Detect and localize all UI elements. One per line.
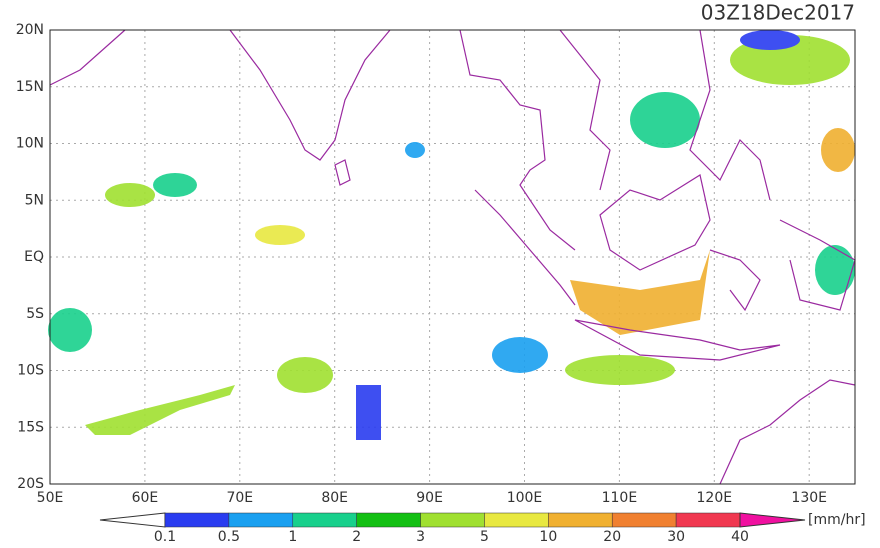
colorbar-label: 30 <box>667 529 685 544</box>
rain-area <box>277 357 333 393</box>
rain-area <box>630 92 700 148</box>
lat-label: 15N <box>16 79 44 95</box>
colorbar-box <box>548 512 613 528</box>
rain-area <box>105 183 155 207</box>
lon-label: 100E <box>507 490 543 506</box>
colorbar-label: 2 <box>352 529 361 544</box>
colorbar-box <box>164 512 230 528</box>
lat-label: 5N <box>25 192 44 208</box>
lat-label: 5S <box>26 306 44 322</box>
rain-area <box>492 337 548 373</box>
colorbar-box <box>356 512 421 528</box>
colorbar: 0.1 0.5 1 2 3 5 10 20 30 40 <box>99 512 806 545</box>
colorbar-label: 40 <box>731 529 749 544</box>
lat-label: 15S <box>17 419 44 435</box>
rain-area <box>356 385 381 440</box>
colorbar-label: 3 <box>416 529 425 544</box>
rain <box>48 30 855 440</box>
colorbar-box <box>420 512 485 528</box>
colorbar-label: 0.5 <box>218 529 240 544</box>
rain-area <box>85 385 235 435</box>
map-frame <box>49 29 856 485</box>
lon-label: 70E <box>226 490 253 506</box>
lat-label: 10S <box>17 363 44 379</box>
lon-label: 50E <box>37 490 64 506</box>
colorbar-label: 20 <box>603 529 621 544</box>
lat-label: EQ <box>24 249 44 265</box>
colorbar-label: 10 <box>539 529 557 544</box>
colorbar-box <box>228 512 294 528</box>
lon-label: 110E <box>602 490 638 506</box>
rain-area <box>48 308 92 352</box>
rain-area <box>405 142 425 158</box>
lat-label: 20S <box>17 476 44 492</box>
rain-area <box>570 250 710 335</box>
lat-label: 10N <box>16 136 44 152</box>
grid <box>50 30 855 484</box>
lat-label: 20N <box>16 22 44 38</box>
rain-area <box>153 173 197 197</box>
lon-label: 120E <box>697 490 733 506</box>
colorbar-box <box>675 512 741 528</box>
rain-area <box>821 128 855 172</box>
rain-area <box>740 30 800 50</box>
colorbar-label: 5 <box>480 529 489 544</box>
lon-label: 60E <box>132 490 159 506</box>
rain-area <box>565 355 675 385</box>
lon-label: 90E <box>416 490 443 506</box>
rain-area <box>815 245 855 295</box>
lon-label: 80E <box>321 490 348 506</box>
title: 03Z18Dec2017 <box>701 1 855 25</box>
colorbar-label: 1 <box>288 529 297 544</box>
colorbar-arrow <box>739 512 806 528</box>
colorbar-arrow <box>99 512 166 528</box>
coastlines <box>49 29 856 485</box>
colorbar-box <box>611 512 677 528</box>
rain-area <box>255 225 305 245</box>
colorbar-unit: [mm/hr] <box>808 512 866 528</box>
lon-label: 130E <box>791 490 827 506</box>
colorbar-box <box>292 512 357 528</box>
colorbar-box <box>484 512 549 528</box>
colorbar-label: 0.1 <box>154 529 176 544</box>
